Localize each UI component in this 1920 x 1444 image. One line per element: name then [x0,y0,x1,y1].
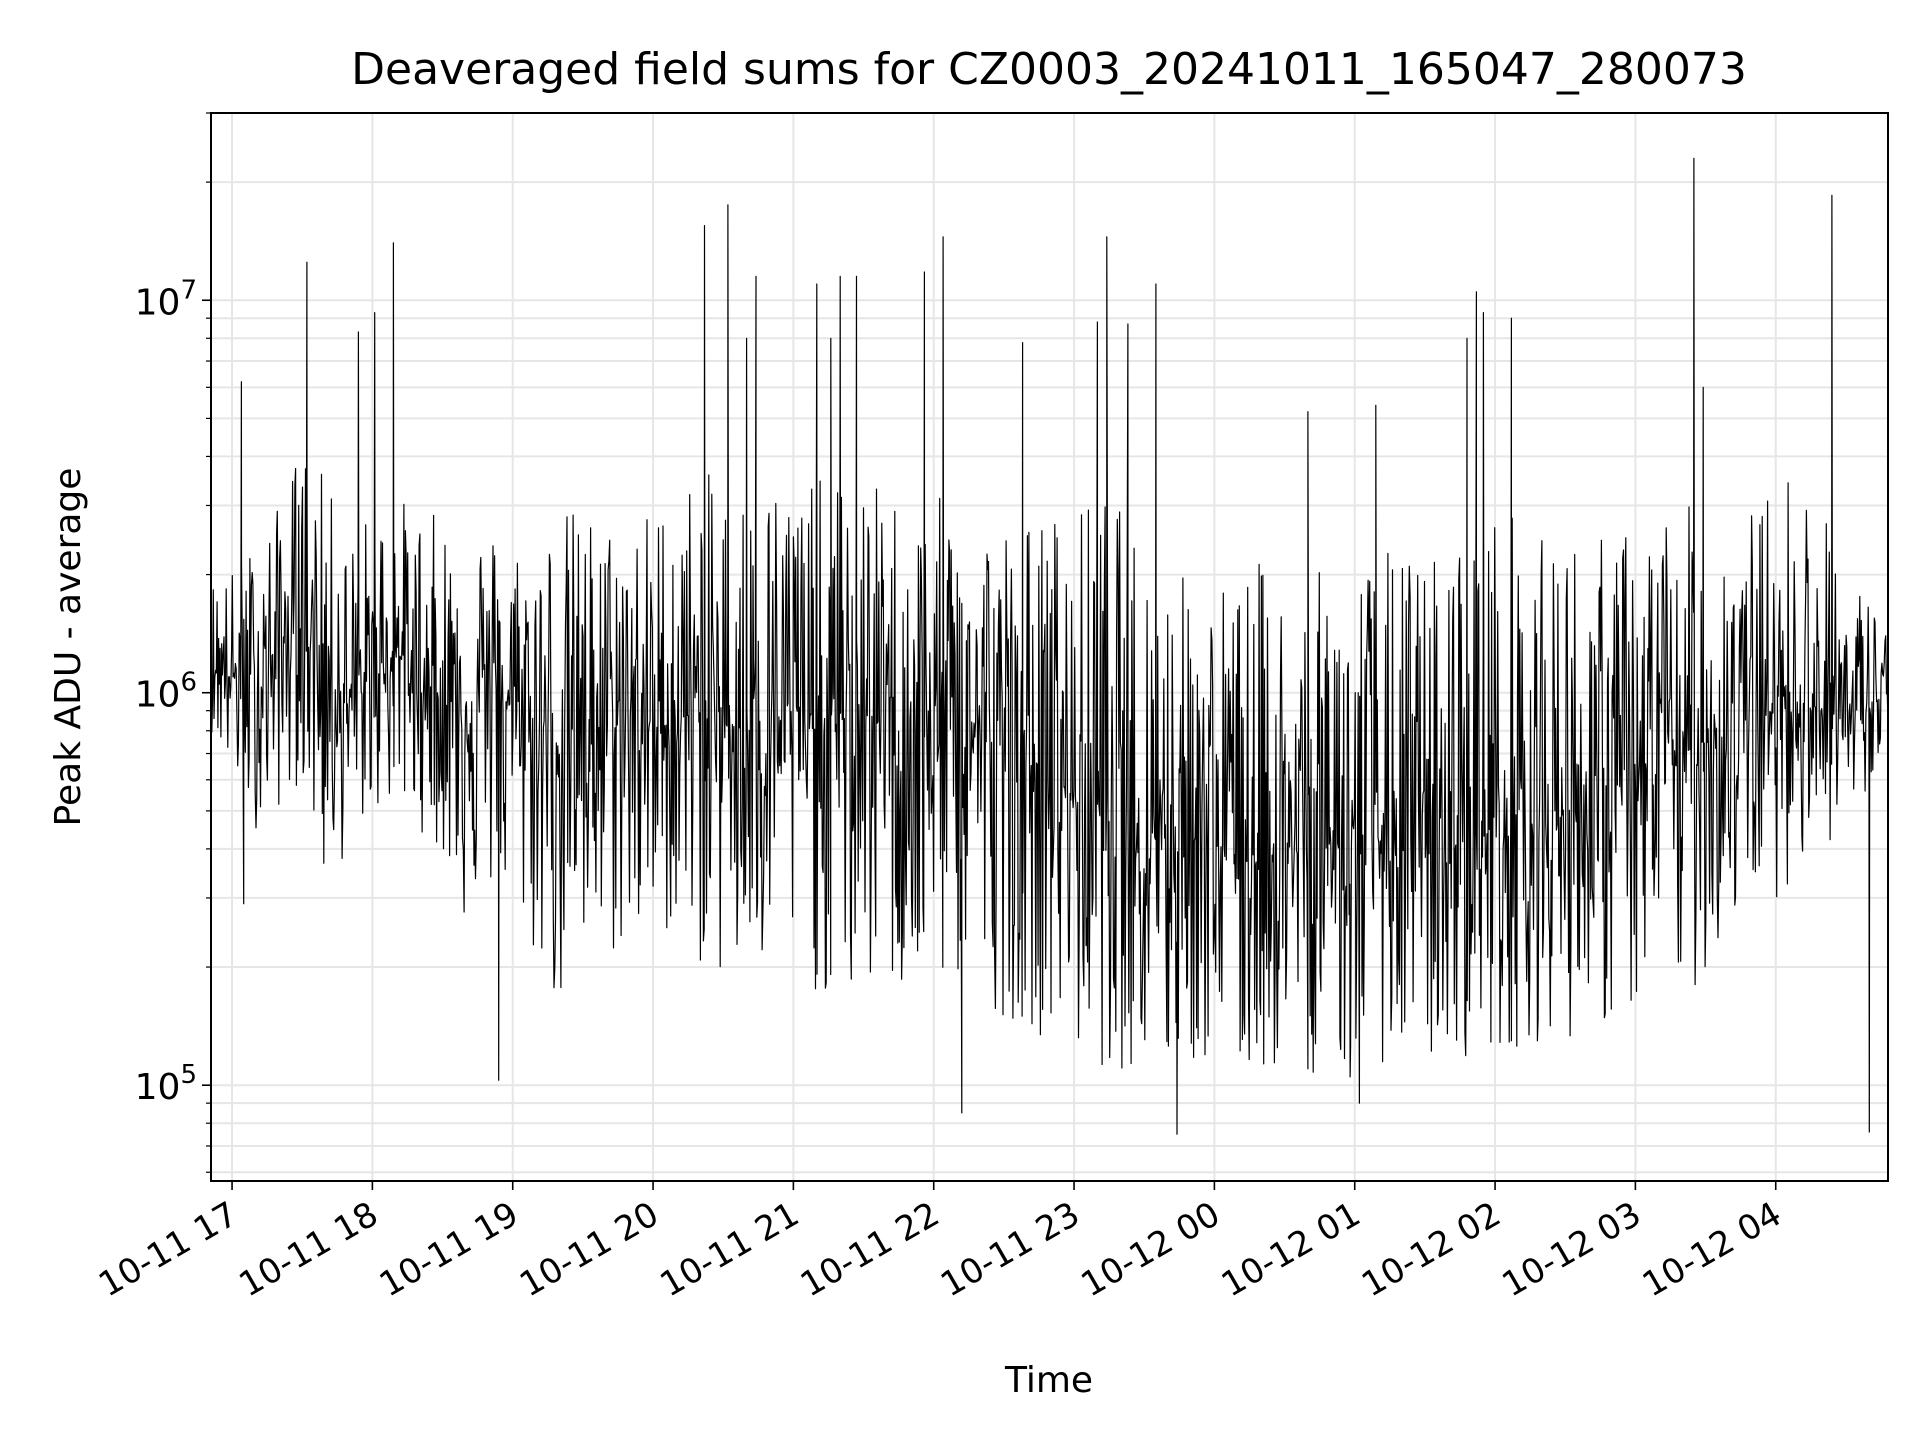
y-tick-label: 107 [135,275,197,323]
x-tick-label: 10-12 04 [1636,1194,1788,1305]
x-axis-label: Time [1004,1360,1093,1401]
series-layer [210,157,1889,1135]
chart-title: Deaveraged field sums for CZ0003_2024101… [351,44,1747,95]
x-tick-label: 10-11 17 [92,1194,244,1305]
x-tick-label: 10-11 21 [653,1194,805,1305]
x-tick-label: 10-11 22 [794,1194,946,1305]
series-line [210,157,1889,1135]
x-tick-label: 10-11 19 [373,1194,525,1305]
y-tick-label: 105 [135,1060,197,1108]
y-axis-label: Peak ADU - average [48,468,89,827]
y-tick-label: 106 [135,668,197,716]
x-tick-label: 10-12 01 [1215,1194,1367,1305]
x-tick-label: 10-11 18 [232,1194,384,1305]
grid [211,112,1888,1181]
x-tick-label: 10-11 23 [934,1194,1086,1305]
x-tick-label: 10-12 00 [1074,1194,1226,1305]
x-tick-label: 10-12 02 [1355,1194,1507,1305]
x-tick-label: 10-12 03 [1496,1194,1648,1305]
x-tick-label: 10-11 20 [513,1194,665,1305]
plot-frame [210,112,1889,1182]
